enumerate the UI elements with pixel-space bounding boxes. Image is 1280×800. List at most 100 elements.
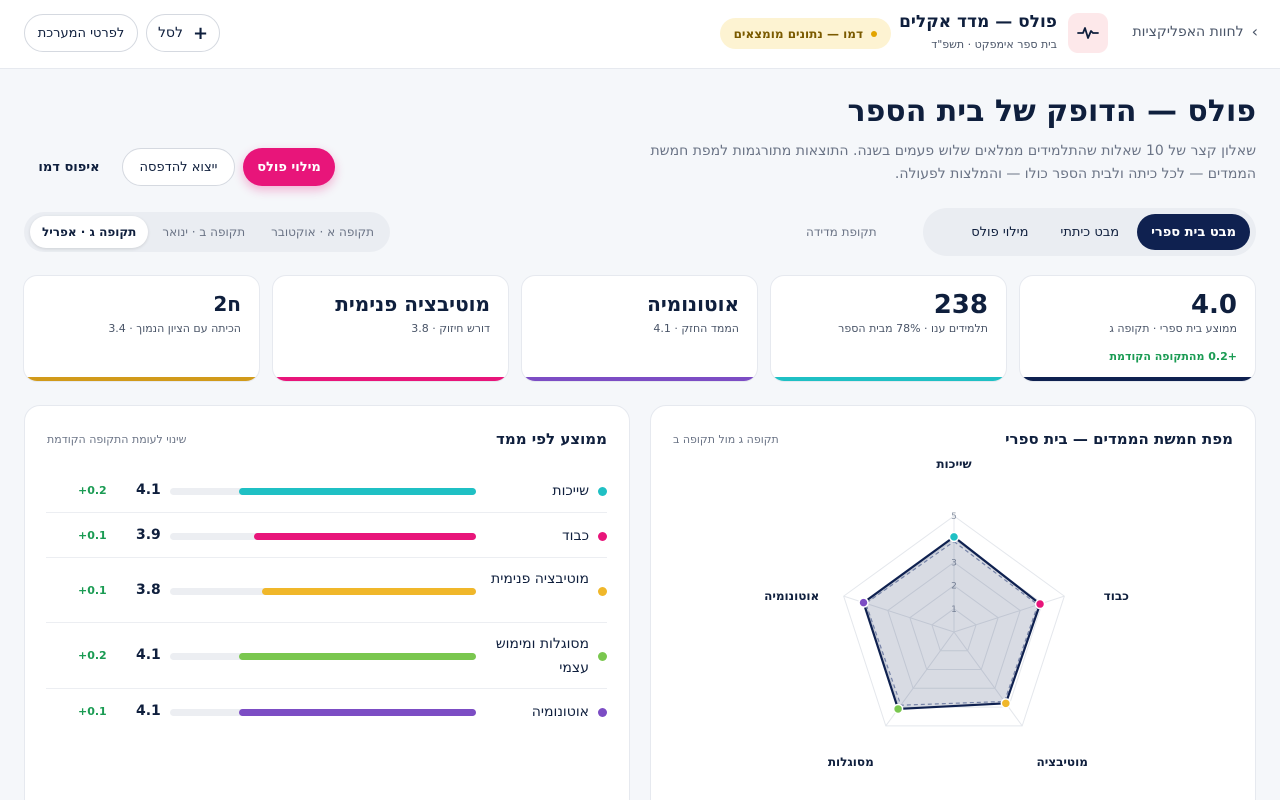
dimension-bar-track — [170, 653, 476, 660]
dimension-row: מסוגלות ומימוש עצמי 4.1 +0.2 — [46, 623, 607, 689]
dimension-name: מסוגלות ומימוש עצמי — [495, 636, 589, 676]
dimension-bar-track — [170, 708, 476, 716]
radar-axis-label: אוטונומיה — [764, 589, 819, 603]
demo-badge-label: דמו — נתונים מומצאים — [733, 26, 863, 41]
tab-period-b[interactable]: תקופה ב · ינואר — [162, 225, 246, 239]
dimension-delta: +0.1 — [78, 583, 107, 597]
app-subtitle: בית ספר אימפקט · תשפ"ד — [931, 38, 1057, 51]
stat-value: אוטונומיה — [647, 292, 739, 316]
dimension-score: 4.1 — [136, 647, 161, 663]
radar-point — [892, 703, 904, 715]
pulse-icon — [1068, 13, 1108, 53]
dimension-delta: +0.1 — [78, 704, 107, 718]
add-to-cart-button[interactable]: + לסל — [146, 14, 220, 52]
radar-scale-label: 1 — [951, 605, 957, 615]
plus-icon: + — [192, 22, 209, 44]
dimension-score: 3.9 — [136, 526, 161, 543]
dimension-row: מוטיבציה פנימית 3.8 +0.1 — [46, 558, 607, 623]
stat-value: מוטיבציה פנימית — [335, 292, 490, 316]
stat-card-strongest-dimension: אוטונומיה הממד החזק · 4.1 — [521, 275, 758, 382]
dimension-delta: +0.2 — [78, 483, 107, 497]
page-title: פולס — הדופק של בית הספר — [847, 94, 1256, 129]
radar-scale-label: 3 — [951, 558, 957, 568]
dimension-bar-track — [170, 532, 476, 540]
stat-accent-bar — [1020, 377, 1255, 381]
view-tabs: מבט בית ספרי מבט כיתתי מילוי פולס — [923, 208, 1256, 256]
cart-button-label: לסל — [157, 25, 183, 41]
export-print-button[interactable]: ייצוא להדפסה — [122, 148, 235, 186]
stat-value: ח2 — [213, 292, 241, 316]
dimension-name: שייכות — [552, 482, 589, 499]
stat-label: הממד החזק · 4.1 — [653, 322, 739, 335]
radar-axis-label: מוטיבציה — [1036, 755, 1087, 769]
stat-accent-bar — [273, 377, 508, 381]
dimension-row: כבוד 3.9 +0.1 — [46, 513, 607, 558]
dimension-score: 4.1 — [136, 481, 161, 498]
stat-label: הכיתה עם הציון הנמוך · 3.4 — [108, 322, 241, 335]
tab-school-view[interactable]: מבט בית ספרי — [1137, 214, 1250, 250]
page-description: שאלון קצר של 10 שאלות שהתלמידים ממלאים ש… — [650, 143, 1256, 182]
dimension-row: אוטונומיה 4.1 +0.1 — [46, 689, 607, 734]
stat-label: ממוצע בית ספרי · תקופה ג — [1109, 322, 1237, 335]
radar-scale-label: 2 — [951, 582, 957, 592]
tab-period-a[interactable]: תקופה א · אוקטובר — [271, 225, 374, 239]
radar-axis-line — [953, 631, 1023, 727]
dimension-color-dot — [598, 707, 607, 717]
stat-delta: +0.2 מהתקופה הקודמת — [1109, 350, 1237, 363]
radar-panel-title: מפת חמשת הממדים — בית ספרי — [1005, 430, 1233, 448]
period-label: תקופת מדידה — [806, 225, 877, 239]
radar-point — [1000, 698, 1012, 709]
dimension-delta: +0.2 — [78, 649, 107, 662]
fill-pulse-button[interactable]: מילוי פולס — [243, 148, 335, 186]
radar-grid-ring — [887, 561, 1021, 689]
radar-panel-hint: תקופה ג מול תקופה ב — [673, 433, 779, 446]
dimension-delta: +0.1 — [78, 528, 107, 542]
dimension-bar-track — [170, 487, 476, 495]
back-link-label: לחוות האפליקציות — [1132, 23, 1244, 40]
system-details-button[interactable]: לפרטי המערכת — [24, 14, 138, 52]
app-title: פולס — מדד אקלים — [899, 12, 1057, 32]
dimension-bar-fill — [238, 487, 476, 495]
dimension-color-dot — [598, 652, 607, 661]
dimension-name: מוטיבציה פנימית — [491, 570, 589, 587]
back-to-apps-link[interactable]: › לחוות האפליקציות — [1132, 22, 1258, 41]
dimension-color-dot — [598, 531, 607, 541]
radar-point — [1034, 598, 1046, 610]
radar-panel: מפת חמשת הממדים — בית ספרי תקופה ג מול ת… — [650, 405, 1256, 800]
reset-demo-button[interactable]: איפוס דמו — [38, 159, 100, 175]
radar-previous-series — [865, 540, 1039, 706]
status-dot-icon — [871, 30, 877, 37]
radar-grid-ring — [843, 515, 1065, 727]
dimension-bar-track — [170, 587, 476, 595]
radar-axis-label: כבוד — [1104, 589, 1129, 603]
stat-label: דורש חיזוק · 3.8 — [411, 322, 490, 335]
stat-card-lowest-class: ח2 הכיתה עם הציון הנמוך · 3.4 — [23, 275, 260, 382]
radar-point — [858, 597, 869, 608]
stat-label: תלמידים ענו · 78% מבית הספר — [838, 322, 988, 335]
stat-accent-bar — [771, 377, 1006, 381]
radar-axis-line — [953, 595, 1065, 633]
period-tabs: תקופה א · אוקטובר תקופה ב · ינואר תקופה … — [24, 212, 390, 252]
tab-class-view[interactable]: מבט כיתתי — [1060, 224, 1120, 240]
dimension-name: אוטונומיה — [531, 703, 589, 720]
tab-period-c[interactable]: תקופה ג · אפריל — [29, 216, 149, 248]
stat-card-needs-strengthening: מוטיבציה פנימית דורש חיזוק · 3.8 — [272, 275, 509, 382]
stat-accent-bar — [522, 377, 757, 381]
dimension-bar-fill — [254, 532, 476, 540]
dims-panel-hint: שינוי לעומת התקופה הקודמת — [47, 433, 187, 446]
top-bar: › לחוות האפליקציות פולס — מדד אקלים בית … — [0, 0, 1280, 69]
dimension-name: כבוד — [562, 527, 589, 544]
dimension-score: 3.8 — [136, 581, 161, 598]
stat-value: 4.0 — [1190, 290, 1237, 320]
radar-chart: 12345שייכותכבודמוטיבציהמסוגלותאוטונומיה — [764, 457, 1129, 769]
dimension-row: שייכות 4.1 +0.2 — [46, 468, 607, 513]
radar-point — [948, 531, 960, 543]
radar-current-series — [862, 535, 1042, 711]
stat-card-school-average: 4.0 ממוצע בית ספרי · תקופה ג +0.2 מהתקופ… — [1019, 275, 1256, 382]
dimension-color-dot — [598, 586, 607, 596]
tab-fill-pulse[interactable]: מילוי פולס — [971, 224, 1029, 240]
stat-card-respondents: 238 תלמידים ענו · 78% מבית הספר — [770, 275, 1007, 382]
dimension-bar-fill — [261, 587, 476, 595]
radar-scale-label: 5 — [951, 512, 957, 522]
dimension-score: 4.1 — [136, 702, 161, 719]
